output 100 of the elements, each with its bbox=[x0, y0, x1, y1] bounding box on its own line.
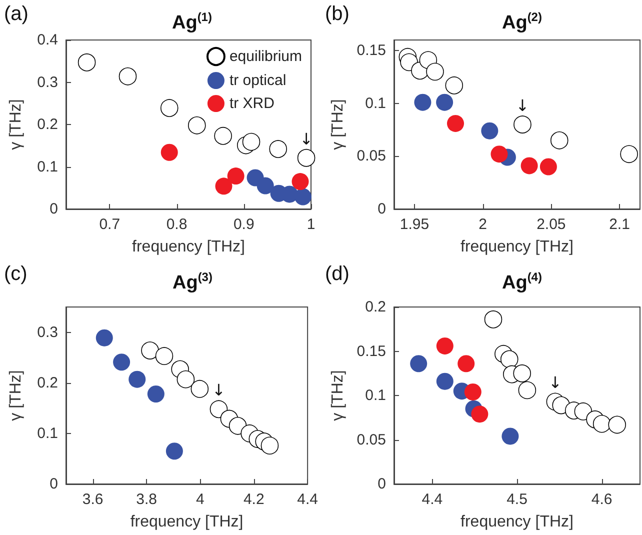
x-tick-label: 3.6 bbox=[82, 491, 104, 508]
y-tick-label: 0.15 bbox=[356, 342, 386, 360]
y-tick-label: 0.2 bbox=[37, 116, 58, 133]
y-tick-label: 0.1 bbox=[365, 387, 386, 404]
point bbox=[471, 406, 488, 423]
y-axis-title: γ [THz] bbox=[329, 99, 346, 150]
point bbox=[160, 144, 178, 161]
x-tick-label: 4.4 bbox=[297, 491, 318, 508]
y-tick-label: 0.3 bbox=[37, 74, 58, 91]
point bbox=[256, 177, 274, 194]
y-tick-label: 0.1 bbox=[37, 158, 58, 176]
point bbox=[215, 178, 232, 195]
legend-label: equilibrium bbox=[229, 48, 302, 65]
legend-label: tr XRD bbox=[229, 95, 275, 112]
annotation: ↓ bbox=[516, 96, 530, 115]
point bbox=[414, 94, 432, 111]
point bbox=[445, 76, 464, 94]
point bbox=[141, 342, 159, 360]
point bbox=[260, 436, 279, 454]
point bbox=[242, 132, 260, 151]
point bbox=[426, 62, 444, 81]
x-tick-label: 4.4 bbox=[422, 491, 443, 508]
point bbox=[458, 355, 475, 372]
y-tick-label: 0.2 bbox=[365, 298, 386, 316]
y-tick-label: 0.15 bbox=[356, 42, 386, 60]
x-tick-label: 0.8 bbox=[166, 216, 188, 233]
point bbox=[540, 158, 557, 176]
x-tick-label: 0.9 bbox=[233, 216, 254, 233]
x-tick-label: 3.8 bbox=[136, 491, 157, 508]
x-tick-label: 1.95 bbox=[400, 216, 430, 233]
point bbox=[118, 67, 137, 86]
point bbox=[436, 337, 454, 354]
y-tick-label: 0.3 bbox=[37, 324, 58, 341]
y-axis-title: γ [THz] bbox=[8, 370, 24, 421]
point bbox=[447, 114, 464, 132]
x-axis-title: frequency [THz] bbox=[460, 514, 574, 530]
point bbox=[620, 145, 638, 163]
text: (b) bbox=[325, 3, 350, 25]
x-tick-label: 2.1 bbox=[609, 216, 630, 233]
point bbox=[96, 329, 113, 346]
x-tick-label: 2 bbox=[478, 216, 488, 233]
point bbox=[513, 364, 531, 382]
point bbox=[166, 442, 183, 460]
annotation: ↓ bbox=[212, 380, 226, 400]
point bbox=[188, 116, 206, 134]
y-tick-label: 0.05 bbox=[356, 148, 386, 165]
point bbox=[514, 116, 532, 134]
y-tick-label: 0.4 bbox=[37, 32, 58, 48]
x-tick-label: 2.05 bbox=[536, 216, 566, 233]
y-tick-label: 0.1 bbox=[37, 424, 58, 442]
point bbox=[484, 310, 502, 328]
x-tick-label: 4.6 bbox=[591, 491, 612, 508]
point bbox=[292, 173, 309, 190]
x-tick-label: 4.2 bbox=[243, 491, 264, 508]
point bbox=[210, 400, 228, 418]
y-axis-title: γ [THz] bbox=[329, 370, 346, 421]
x-axis-title: frequency [THz] bbox=[460, 238, 574, 256]
point bbox=[520, 157, 538, 174]
point bbox=[436, 372, 454, 390]
point bbox=[155, 347, 174, 365]
x-tick-label: 4.5 bbox=[506, 491, 528, 508]
point bbox=[113, 354, 130, 371]
point bbox=[269, 140, 288, 158]
y-tick-label: 0.05 bbox=[356, 431, 386, 448]
point bbox=[214, 127, 232, 145]
y-tick-label: 0 bbox=[50, 476, 58, 492]
point bbox=[294, 188, 312, 206]
point bbox=[592, 414, 611, 433]
y-tick-label: 0.2 bbox=[37, 374, 58, 392]
text: (a) bbox=[4, 3, 28, 25]
point bbox=[518, 381, 536, 400]
point bbox=[500, 350, 518, 368]
point bbox=[176, 370, 195, 388]
point bbox=[128, 370, 146, 388]
x-axis-title: frequency [THz] bbox=[130, 514, 244, 530]
x-tick-label: 0.7 bbox=[99, 216, 120, 233]
point bbox=[464, 383, 482, 400]
x-tick-label: 1 bbox=[306, 216, 316, 233]
point bbox=[410, 355, 428, 372]
y-tick-label: 0 bbox=[378, 476, 386, 492]
point bbox=[550, 131, 568, 150]
point bbox=[502, 428, 519, 445]
point bbox=[227, 168, 244, 185]
point bbox=[574, 402, 592, 420]
y-tick-label: 0.1 bbox=[365, 94, 386, 112]
x-tick-label: 4 bbox=[196, 491, 204, 508]
y-axis-title: γ [THz] bbox=[8, 99, 24, 150]
point bbox=[78, 53, 96, 72]
point bbox=[490, 146, 508, 163]
point bbox=[481, 122, 498, 140]
x-axis-title: frequency [THz] bbox=[132, 238, 245, 256]
point bbox=[147, 385, 164, 402]
y-tick-label: 0 bbox=[378, 200, 386, 218]
point bbox=[190, 380, 209, 398]
annotation: ↓ bbox=[548, 373, 562, 392]
point bbox=[436, 94, 454, 111]
point bbox=[297, 148, 316, 167]
point bbox=[160, 99, 178, 117]
text: (d) bbox=[325, 263, 350, 285]
y-tick-label: 0 bbox=[50, 200, 58, 218]
